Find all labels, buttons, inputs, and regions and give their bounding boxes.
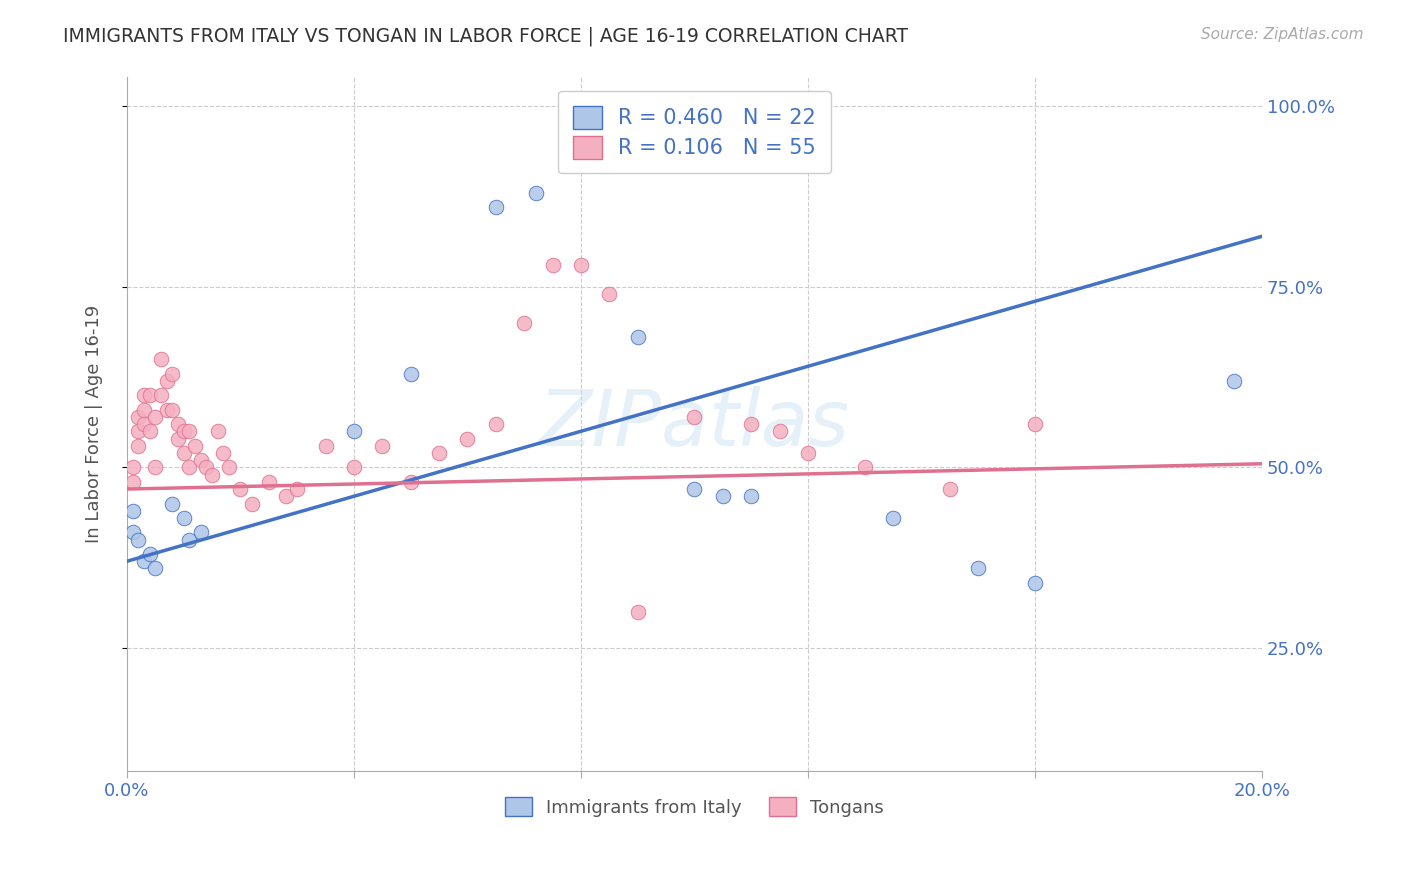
Point [127,409,149,424]
Point [179,460,201,475]
Point [768,425,790,439]
Point [138,425,160,439]
Point [143,409,166,424]
Point [207,425,229,439]
Point [1024,417,1046,431]
Point [190,453,212,467]
Point [127,533,149,547]
Point [1024,576,1046,591]
Point [173,511,195,525]
Point [212,446,235,460]
Point [156,402,179,417]
Point [156,374,179,388]
Point [167,417,190,431]
Point [162,367,184,381]
Point [485,417,508,431]
Point [399,367,422,381]
Point [343,425,366,439]
Point [485,201,508,215]
Point [195,460,218,475]
Point [285,482,308,496]
Point [162,496,184,510]
Point [939,482,962,496]
Text: ZIPatlas: ZIPatlas [538,386,849,462]
Point [371,439,394,453]
Point [132,388,155,402]
Point [456,432,478,446]
Y-axis label: In Labor Force | Age 16-19: In Labor Force | Age 16-19 [86,305,103,543]
Point [229,482,252,496]
Point [274,489,297,503]
Point [132,402,155,417]
Point [627,605,650,619]
Legend: Immigrants from Italy, Tongans: Immigrants from Italy, Tongans [498,790,891,824]
Point [132,554,155,568]
Point [598,287,620,301]
Point [127,439,149,453]
Point [162,402,184,417]
Point [569,258,592,272]
Point [627,330,650,344]
Point [427,446,450,460]
Point [1222,374,1244,388]
Point [179,425,201,439]
Point [315,439,337,453]
Point [257,475,280,489]
Point [683,409,706,424]
Point [121,525,143,540]
Point [967,561,990,575]
Point [882,511,904,525]
Point [143,561,166,575]
Point [524,186,547,200]
Point [173,425,195,439]
Point [683,482,706,496]
Point [179,533,201,547]
Point [184,439,207,453]
Point [513,316,536,330]
Point [740,417,762,431]
Point [143,460,166,475]
Point [399,475,422,489]
Point [541,258,564,272]
Text: IMMIGRANTS FROM ITALY VS TONGAN IN LABOR FORCE | AGE 16-19 CORRELATION CHART: IMMIGRANTS FROM ITALY VS TONGAN IN LABOR… [63,27,908,46]
Point [218,460,240,475]
Point [132,417,155,431]
Point [190,525,212,540]
Point [740,489,762,503]
Point [173,446,195,460]
Point [138,547,160,561]
Point [167,432,190,446]
Point [121,475,143,489]
Point [853,460,876,475]
Point [240,496,263,510]
Point [121,460,143,475]
Point [149,388,172,402]
Point [127,425,149,439]
Text: Source: ZipAtlas.com: Source: ZipAtlas.com [1201,27,1364,42]
Point [201,467,224,482]
Point [149,352,172,367]
Point [138,388,160,402]
Point [797,446,820,460]
Point [343,460,366,475]
Point [711,489,734,503]
Point [121,504,143,518]
